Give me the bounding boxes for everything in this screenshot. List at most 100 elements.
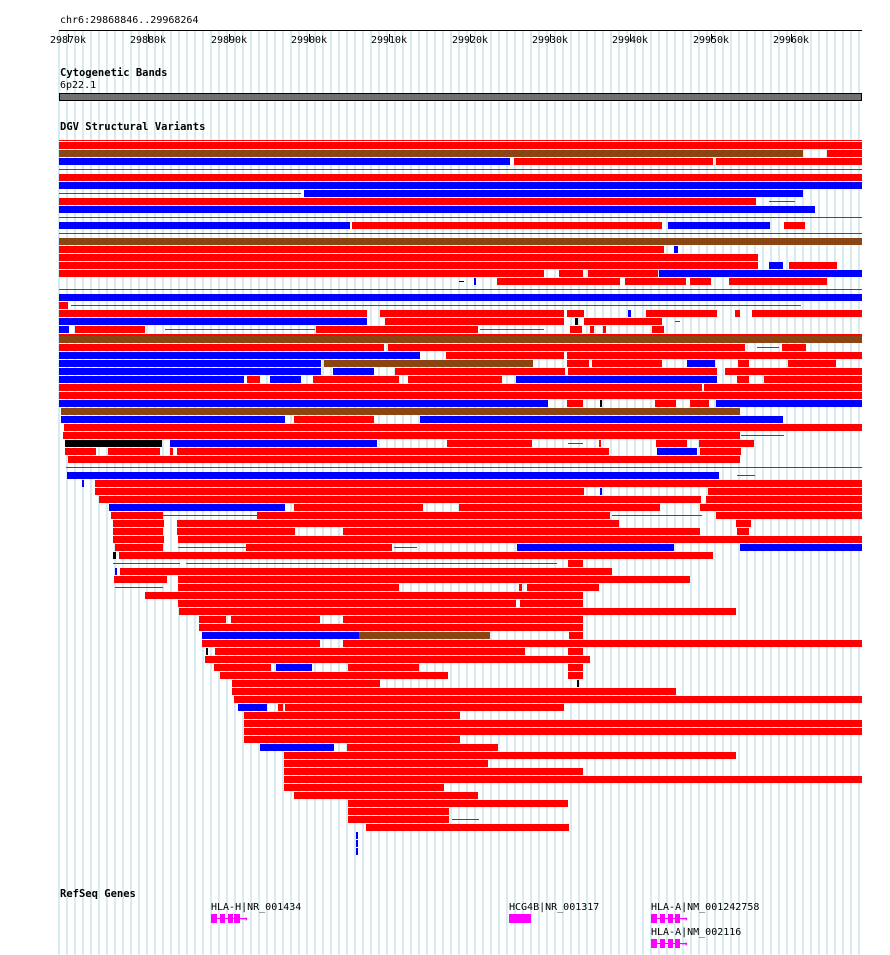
variant-loss-feature[interactable]: [178, 576, 690, 583]
variant-loss-feature[interactable]: [205, 656, 590, 663]
variant-gain-loss-feature[interactable]: [59, 150, 803, 157]
variant-loss-feature[interactable]: [385, 318, 564, 325]
variant-gain-loss-feature[interactable]: [61, 408, 740, 415]
variant-loss-feature[interactable]: [343, 640, 862, 647]
variant-other-feature[interactable]: [113, 552, 116, 559]
variant-loss-feature[interactable]: [95, 480, 862, 487]
variant-loss-feature[interactable]: [567, 310, 584, 317]
variant-loss-feature[interactable]: [59, 254, 758, 261]
variant-loss-feature[interactable]: [592, 360, 662, 367]
variant-loss-feature[interactable]: [520, 600, 583, 607]
variant-gain-loss-feature[interactable]: [324, 360, 533, 367]
variant-loss-feature[interactable]: [244, 728, 862, 735]
variant-loss-feature[interactable]: [514, 158, 713, 165]
variant-loss-feature[interactable]: [294, 792, 478, 799]
variant-loss-feature[interactable]: [113, 563, 180, 564]
variant-loss-feature[interactable]: [220, 672, 448, 679]
variant-loss-feature[interactable]: [764, 376, 862, 383]
variant-loss-feature[interactable]: [584, 318, 662, 325]
variant-loss-feature[interactable]: [294, 416, 374, 423]
variant-loss-feature[interactable]: [232, 688, 676, 695]
variant-loss-feature[interactable]: [738, 360, 749, 367]
variant-gain-feature[interactable]: [260, 744, 334, 751]
cytoband-6p22-1[interactable]: [59, 93, 862, 101]
variant-gain-feature[interactable]: [109, 504, 285, 511]
variant-loss-feature[interactable]: [737, 528, 749, 535]
variant-gain-feature[interactable]: [600, 488, 602, 495]
variant-loss-feature[interactable]: [111, 512, 163, 519]
variant-loss-feature[interactable]: [59, 344, 384, 351]
variant-loss-feature[interactable]: [120, 568, 612, 575]
variant-loss-feature[interactable]: [99, 496, 701, 503]
variant-loss-feature[interactable]: [59, 262, 758, 269]
variant-loss-feature[interactable]: [652, 326, 664, 333]
variant-gain-feature[interactable]: [276, 664, 312, 671]
variant-gain-feature[interactable]: [59, 318, 367, 325]
variant-gain-feature[interactable]: [716, 400, 862, 407]
variant-other-feature[interactable]: [65, 440, 162, 447]
variant-gain-feature[interactable]: [659, 270, 862, 277]
variant-loss-feature[interactable]: [559, 270, 583, 277]
variant-loss-feature[interactable]: [214, 664, 271, 671]
variant-loss-feature[interactable]: [177, 520, 619, 527]
variant-loss-feature[interactable]: [784, 222, 805, 229]
variant-loss-feature[interactable]: [380, 310, 564, 317]
variant-loss-feature[interactable]: [119, 552, 713, 559]
variant-loss-feature[interactable]: [700, 448, 741, 455]
variant-loss-feature[interactable]: [706, 496, 862, 503]
variant-gain-feature[interactable]: [740, 544, 862, 551]
variant-loss-feature[interactable]: [59, 169, 862, 170]
variant-gain-feature[interactable]: [420, 416, 783, 423]
variant-loss-feature[interactable]: [178, 547, 246, 548]
variant-loss-feature[interactable]: [655, 400, 676, 407]
variant-gain-feature[interactable]: [59, 294, 862, 301]
variant-gain-feature[interactable]: [474, 278, 476, 285]
variant-loss-feature[interactable]: [313, 376, 399, 383]
variant-loss-feature[interactable]: [568, 672, 583, 679]
variant-gain-feature[interactable]: [628, 310, 631, 317]
variant-gain-feature[interactable]: [657, 448, 697, 455]
variant-loss-feature[interactable]: [588, 270, 658, 277]
variant-loss-feature[interactable]: [202, 640, 320, 647]
variant-loss-feature[interactable]: [599, 440, 601, 447]
variant-loss-feature[interactable]: [757, 347, 779, 348]
variant-other-feature[interactable]: [600, 400, 602, 407]
variant-loss-feature[interactable]: [63, 432, 740, 439]
variant-loss-feature[interactable]: [568, 443, 583, 444]
variant-loss-feature[interactable]: [59, 310, 367, 317]
variant-loss-feature[interactable]: [343, 528, 700, 535]
variant-loss-feature[interactable]: [737, 475, 755, 476]
variant-loss-feature[interactable]: [612, 515, 702, 516]
variant-loss-feature[interactable]: [737, 376, 749, 383]
variant-loss-feature[interactable]: [388, 344, 745, 351]
variant-loss-feature[interactable]: [729, 278, 827, 285]
variant-loss-feature[interactable]: [71, 305, 801, 306]
variant-loss-feature[interactable]: [675, 321, 680, 322]
variant-gain-feature[interactable]: [59, 376, 244, 383]
variant-loss-feature[interactable]: [708, 488, 862, 495]
variant-loss-feature[interactable]: [725, 368, 862, 375]
variant-loss-feature[interactable]: [178, 584, 399, 591]
variant-loss-feature[interactable]: [603, 326, 606, 333]
variant-loss-feature[interactable]: [186, 563, 557, 564]
variant-loss-feature[interactable]: [699, 440, 754, 447]
variant-gain-feature[interactable]: [202, 632, 359, 639]
variant-loss-feature[interactable]: [59, 140, 862, 141]
variant-loss-feature[interactable]: [284, 776, 862, 783]
variant-loss-feature[interactable]: [95, 488, 584, 495]
variant-loss-feature[interactable]: [348, 664, 419, 671]
variant-loss-feature[interactable]: [113, 520, 164, 527]
refseq-track-title[interactable]: RefSeq Genes: [60, 888, 136, 900]
variant-loss-feature[interactable]: [452, 819, 479, 820]
variant-other-feature[interactable]: [577, 680, 579, 687]
variant-gain-feature[interactable]: [67, 472, 719, 479]
variant-loss-feature[interactable]: [244, 712, 460, 719]
variant-loss-feature[interactable]: [447, 440, 532, 447]
variant-loss-feature[interactable]: [232, 680, 380, 687]
variant-loss-feature[interactable]: [231, 616, 320, 623]
variant-loss-feature[interactable]: [59, 217, 862, 218]
variant-loss-feature[interactable]: [646, 310, 717, 317]
variant-loss-feature[interactable]: [108, 448, 160, 455]
variant-gain-feature[interactable]: [59, 326, 69, 333]
variant-loss-feature[interactable]: [741, 435, 784, 436]
